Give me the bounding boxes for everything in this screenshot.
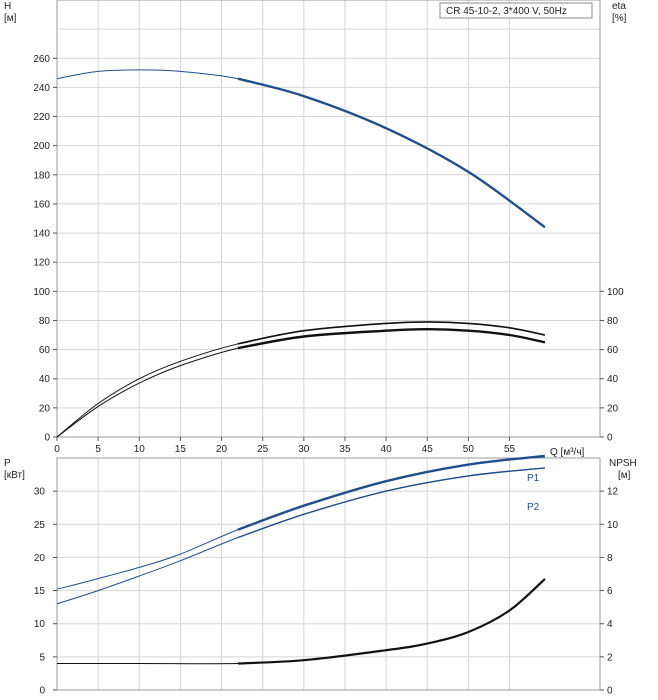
p-tick-label: 5 — [39, 652, 45, 663]
eta-lower-curve-operating — [237, 327, 546, 350]
q-tick-label: 40 — [381, 444, 393, 455]
npsh-tick-label: 6 — [607, 586, 613, 597]
q-tick-label: 30 — [298, 444, 310, 455]
npsh-axis-label: NPSH — [609, 458, 637, 469]
q-axis-label: Q [м³/ч] — [550, 447, 585, 458]
p-tick-label: 10 — [34, 619, 46, 630]
npsh-axis-unit: [м] — [618, 470, 631, 481]
q-tick-label: 20 — [216, 444, 228, 455]
h-tick-label: 120 — [33, 258, 50, 269]
npsh-tick-label: 10 — [607, 520, 619, 531]
h-tick-label: 40 — [39, 374, 51, 385]
npsh-curve-full — [56, 578, 546, 665]
lower-plot-frame — [56, 457, 601, 691]
eta-tick-label: 100 — [607, 287, 624, 298]
chart-title: CR 45-10-2, 3*400 V, 50Hz — [446, 6, 567, 17]
head-curve-operating — [237, 77, 546, 229]
p-tick-label: 0 — [39, 686, 45, 697]
q-tick-label: 55 — [504, 444, 516, 455]
npsh-tick-label: 0 — [607, 686, 613, 697]
p2-curve-operating — [237, 467, 545, 539]
eta-tick-label: 60 — [607, 345, 619, 356]
eta-tick-label: 0 — [607, 433, 613, 444]
h-tick-label: 260 — [33, 54, 50, 65]
npsh-tick-label: 2 — [607, 652, 613, 663]
p-tick-label: 15 — [34, 586, 46, 597]
h-tick-label: 200 — [33, 141, 50, 152]
eta-tick-label: 40 — [607, 374, 619, 385]
eta-upper-curve-full — [56, 321, 545, 438]
q-tick-label: 0 — [54, 444, 60, 455]
q-tick-label: 15 — [175, 444, 187, 455]
npsh-tick-label: 12 — [607, 487, 619, 498]
p2-curve-full — [56, 467, 545, 605]
q-tick-label: 45 — [422, 444, 434, 455]
q-tick-label: 5 — [95, 444, 101, 455]
p-axis-unit: [кВт] — [4, 470, 25, 481]
h-axis-label: H — [4, 1, 11, 12]
h-tick-label: 0 — [44, 433, 50, 444]
p1-curve-operating — [237, 454, 546, 531]
eta-axis-unit: [%] — [612, 13, 627, 24]
h-tick-label: 80 — [39, 316, 51, 327]
q-tick-label: 35 — [339, 444, 351, 455]
upper-plot-frame — [56, 0, 601, 438]
h-axis-unit: [м] — [4, 13, 17, 24]
h-tick-label: 220 — [33, 112, 50, 123]
eta-upper-curve-operating — [237, 321, 546, 345]
eta-tick-label: 20 — [607, 403, 619, 414]
p-tick-label: 30 — [34, 487, 46, 498]
h-tick-label: 160 — [33, 199, 50, 210]
h-tick-label: 20 — [39, 403, 51, 414]
h-tick-label: 240 — [33, 83, 50, 94]
npsh-tick-label: 8 — [607, 553, 613, 564]
h-tick-label: 180 — [33, 170, 50, 181]
h-tick-label: 100 — [33, 287, 50, 298]
eta-axis-label: eta — [612, 1, 626, 12]
q-tick-label: 50 — [463, 444, 475, 455]
npsh-curve-operating — [237, 578, 546, 665]
title-box — [439, 2, 593, 19]
p-tick-label: 20 — [34, 553, 46, 564]
h-tick-label: 60 — [39, 345, 51, 356]
eta-tick-label: 80 — [607, 316, 619, 327]
h-tick-label: 140 — [33, 229, 50, 240]
p1-label: P1 — [527, 473, 540, 484]
p2-label: P2 — [527, 502, 540, 513]
q-tick-label: 10 — [134, 444, 146, 455]
p-tick-label: 25 — [34, 520, 46, 531]
npsh-tick-label: 4 — [607, 619, 613, 630]
q-tick-label: 25 — [257, 444, 269, 455]
p-axis-label: P — [4, 458, 11, 469]
